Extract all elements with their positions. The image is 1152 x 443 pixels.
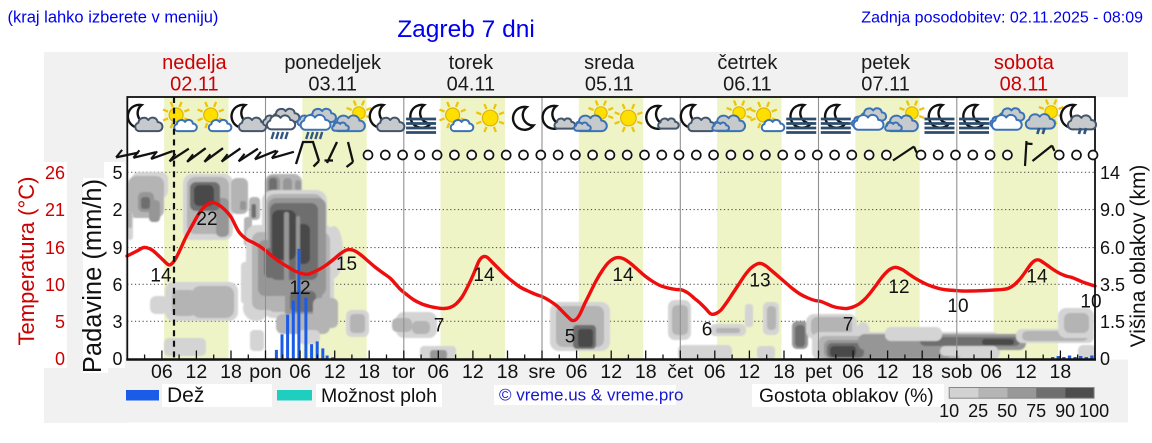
svg-text:18: 18 <box>358 361 380 383</box>
svg-text:06: 06 <box>842 361 864 383</box>
svg-text:18: 18 <box>773 361 795 383</box>
svg-text:pon: pon <box>249 361 282 383</box>
svg-text:petek: petek <box>861 52 911 74</box>
svg-text:0: 0 <box>55 349 65 369</box>
svg-text:15: 15 <box>336 254 357 275</box>
svg-text:07.11: 07.11 <box>861 74 910 96</box>
svg-text:90: 90 <box>1055 401 1075 421</box>
svg-text:12: 12 <box>324 361 346 383</box>
svg-text:12: 12 <box>186 361 208 383</box>
svg-text:sreda: sreda <box>584 52 635 74</box>
svg-text:5: 5 <box>112 163 122 183</box>
svg-text:torek: torek <box>449 52 494 74</box>
svg-text:21: 21 <box>45 200 65 220</box>
svg-text:18: 18 <box>635 361 657 383</box>
svg-text:0: 0 <box>112 349 122 369</box>
svg-text:06: 06 <box>289 361 311 383</box>
svg-text:12: 12 <box>877 361 899 383</box>
svg-text:10: 10 <box>1080 292 1101 313</box>
svg-text:06: 06 <box>151 361 173 383</box>
svg-text:12: 12 <box>739 361 761 383</box>
svg-text:5: 5 <box>55 312 65 332</box>
svg-text:14: 14 <box>1100 163 1120 183</box>
svg-text:3: 3 <box>112 312 122 332</box>
svg-text:14: 14 <box>150 266 172 287</box>
svg-text:Padavine (mm/h): Padavine (mm/h) <box>79 179 107 373</box>
svg-text:6: 6 <box>702 320 713 341</box>
svg-text:13: 13 <box>749 271 770 292</box>
svg-text:18: 18 <box>497 361 519 383</box>
svg-text:50: 50 <box>997 401 1017 421</box>
svg-text:© vreme.us & vreme.pro: © vreme.us & vreme.pro <box>499 386 683 405</box>
svg-text:ponedeljek: ponedeljek <box>284 52 382 74</box>
svg-text:Višina oblakov (km): Višina oblakov (km) <box>1127 165 1150 348</box>
svg-text:1.5: 1.5 <box>1100 312 1125 332</box>
svg-text:100: 100 <box>1079 401 1109 421</box>
svg-text:05.11: 05.11 <box>585 74 634 96</box>
svg-text:9: 9 <box>112 238 122 258</box>
svg-text:75: 75 <box>1026 401 1046 421</box>
svg-text:10: 10 <box>947 296 968 317</box>
svg-text:sob: sob <box>941 361 973 383</box>
svg-text:čet: čet <box>667 361 694 383</box>
svg-text:0: 0 <box>1100 349 1110 369</box>
svg-text:04.11: 04.11 <box>447 74 496 96</box>
svg-text:nedelja: nedelja <box>162 52 227 74</box>
svg-text:14: 14 <box>473 265 495 286</box>
svg-text:tor: tor <box>392 361 415 383</box>
svg-text:14: 14 <box>1026 267 1048 288</box>
svg-text:3.5: 3.5 <box>1100 275 1125 295</box>
svg-text:26: 26 <box>45 163 65 183</box>
svg-text:6.0: 6.0 <box>1100 238 1125 258</box>
svg-text:06.11: 06.11 <box>723 74 772 96</box>
svg-text:06: 06 <box>566 361 588 383</box>
svg-text:14: 14 <box>612 265 634 286</box>
svg-text:Zagreb 7 dni: Zagreb 7 dni <box>397 16 535 43</box>
svg-text:12: 12 <box>1015 361 1037 383</box>
svg-text:Gostota oblakov (%): Gostota oblakov (%) <box>759 386 934 407</box>
svg-text:18: 18 <box>1050 361 1072 383</box>
svg-text:Temperatura (°C): Temperatura (°C) <box>14 177 39 346</box>
svg-text:10: 10 <box>939 401 959 421</box>
svg-text:22: 22 <box>196 209 217 230</box>
svg-text:Zadnja posodobitev: 02.11.2025: Zadnja posodobitev: 02.11.2025 - 08:09 <box>861 9 1143 26</box>
svg-text:5: 5 <box>565 327 576 348</box>
svg-text:02.11: 02.11 <box>170 74 219 96</box>
svg-text:03.11: 03.11 <box>308 74 357 96</box>
svg-text:06: 06 <box>980 361 1002 383</box>
svg-text:pet: pet <box>805 361 833 383</box>
svg-text:7: 7 <box>434 316 445 337</box>
svg-text:2: 2 <box>112 200 122 220</box>
svg-text:sobota: sobota <box>994 52 1055 74</box>
svg-text:12: 12 <box>289 278 310 299</box>
svg-text:9.0: 9.0 <box>1100 200 1125 220</box>
svg-text:12: 12 <box>462 361 484 383</box>
svg-text:25: 25 <box>968 401 988 421</box>
svg-text:7: 7 <box>843 315 854 336</box>
svg-text:18: 18 <box>911 361 933 383</box>
svg-text:10: 10 <box>45 275 65 295</box>
svg-text:08.11: 08.11 <box>1000 74 1049 96</box>
svg-text:Možnost ploh: Možnost ploh <box>321 385 437 407</box>
svg-text:sre: sre <box>528 361 555 383</box>
svg-text:06: 06 <box>704 361 726 383</box>
svg-text:16: 16 <box>45 238 65 258</box>
svg-text:četrtek: četrtek <box>717 52 778 74</box>
svg-text:06: 06 <box>427 361 449 383</box>
svg-text:(kraj lahko izberete v meniju): (kraj lahko izberete v meniju) <box>8 9 219 27</box>
svg-text:6: 6 <box>112 275 122 295</box>
svg-text:18: 18 <box>220 361 242 383</box>
svg-text:Dež: Dež <box>167 384 204 407</box>
svg-text:12: 12 <box>888 277 909 298</box>
svg-text:12: 12 <box>600 361 622 383</box>
